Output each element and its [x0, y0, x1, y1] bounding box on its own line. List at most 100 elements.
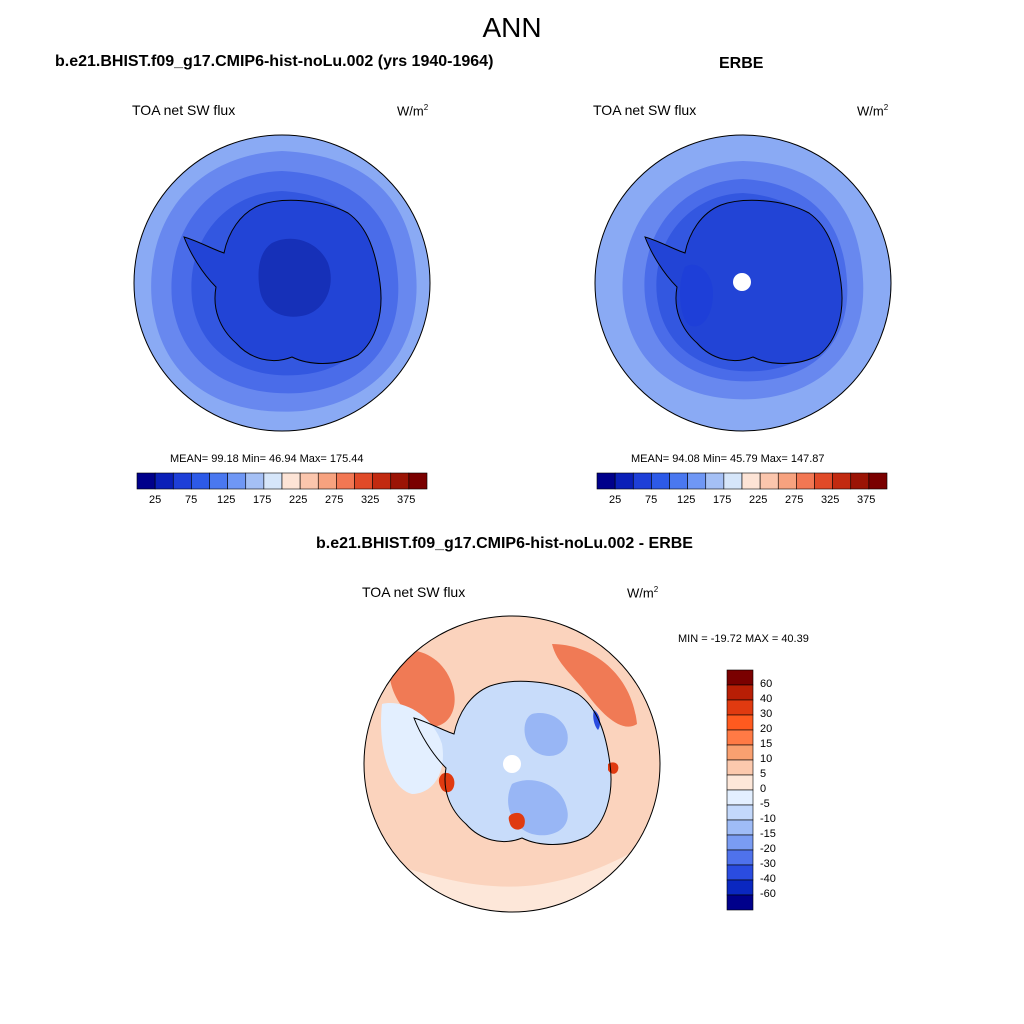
panel2-colorbar-swatch: [796, 472, 815, 490]
panel2-tick: 375: [857, 494, 876, 506]
panel3-colorbar-swatch: [726, 729, 754, 746]
panel2-colorbar-swatch: [814, 472, 833, 490]
panel2-colorbar-swatch: [850, 472, 870, 490]
panel1-tick: 325: [361, 494, 380, 506]
panel2-colorbar-swatch: [832, 472, 852, 490]
panel3-colorbar-swatch: [726, 699, 754, 716]
panel3-colorbar-swatch: [726, 879, 754, 896]
panel1-colorbar-swatch: [336, 472, 355, 490]
panel3-map: [363, 615, 661, 913]
panel3-map-border: [363, 615, 661, 913]
panel1-colorbar-swatch: [209, 472, 228, 490]
panel3-colorbar-swatch: [726, 774, 754, 791]
panel3-cb-label: 40: [760, 693, 773, 705]
panel3-case-title: b.e21.BHIST.f09_g17.CMIP6-hist-noLu.002 …: [316, 535, 693, 552]
panel3-cb-label: -20: [760, 843, 776, 855]
panel3-cb-label: 20: [760, 723, 773, 735]
panel3-cb-label: 15: [760, 738, 773, 750]
panel3-cb-label: -40: [760, 873, 776, 885]
panel1-colorbar-swatch: [317, 472, 337, 490]
panel1-colorbar-swatch: [281, 472, 301, 490]
panel3-colorbar-swatch: [726, 714, 754, 731]
panel3-variable-label: TOA net SW flux: [362, 584, 466, 600]
panel2-colorbar-swatch: [614, 472, 634, 490]
panel3-neg-patch2: [524, 713, 568, 756]
panel1-core-fill: [258, 238, 331, 317]
panel2-tick: 75: [645, 494, 658, 506]
panel3-colorbar-swatch: [726, 744, 754, 761]
panel1-colorbar-swatch: [299, 472, 319, 490]
panel1-colorbar-swatch: [372, 472, 392, 490]
panel2-tick: 275: [785, 494, 804, 506]
panel3-cb-label: -30: [760, 858, 776, 870]
panel1-tick: 125: [217, 494, 236, 506]
panel3-cb-label: 60: [760, 678, 773, 690]
panel3-colorbar: [726, 669, 754, 911]
panel1-map: [133, 134, 431, 432]
panel3-cb-label: -60: [760, 888, 776, 900]
panel1-tick: 25: [149, 494, 162, 506]
panel3-neg-strong-edge: [593, 710, 601, 730]
panel3-cb-label: -10: [760, 813, 776, 825]
panel2-tick: 175: [713, 494, 732, 506]
panel1-tick: 375: [397, 494, 416, 506]
panel1-colorbar-swatch: [154, 472, 174, 490]
panel3-cb-label: 30: [760, 708, 773, 720]
panel2-units: W/m2: [857, 103, 889, 119]
panel3-pole-missing: [503, 755, 521, 773]
panel3-pos-ne: [552, 644, 637, 727]
panel2-colorbar-swatch: [723, 472, 743, 490]
panel1-coastline: [183, 199, 382, 364]
panel1-colorbar-swatch: [263, 472, 283, 490]
panel3-colorbar-swatch: [726, 894, 754, 911]
panel3-colorbar-swatch: [726, 804, 754, 821]
panel1-colorbar-ticks: 25 75 125 175 225 275 325 375: [137, 494, 427, 508]
panel2-tick: 125: [677, 494, 696, 506]
panel3-colorbar-swatch: [726, 669, 754, 686]
panel2-colorbar-swatch: [868, 472, 888, 490]
panel2-case-title: ERBE: [719, 55, 764, 72]
panel1-colorbar-swatch: [390, 472, 410, 490]
panel3-colorbar-swatch: [726, 834, 754, 851]
panel2-colorbar-swatch: [777, 472, 797, 490]
panel1-colorbar-swatch: [136, 472, 156, 490]
panel1-colorbar-swatch: [191, 472, 210, 490]
panel2-tick: 325: [821, 494, 840, 506]
panel1-stats: MEAN= 99.18 Min= 46.94 Max= 175.44: [170, 453, 364, 465]
panel1-tick: 75: [185, 494, 198, 506]
panel1-tick: 225: [289, 494, 308, 506]
panel1-case-title: b.e21.BHIST.f09_g17.CMIP6-hist-noLu.002 …: [55, 53, 494, 70]
panel1-colorbar-swatch: [245, 472, 265, 490]
panel3-neg-westlobe: [381, 703, 443, 794]
panel3-pos-hotspot2: [508, 812, 525, 830]
panel1-units: W/m2: [397, 103, 429, 119]
panel2-colorbar: [596, 472, 888, 490]
panel3-colorbar-swatch: [726, 864, 754, 881]
panel3-cb-label: -5: [760, 798, 770, 810]
panel1-tick: 175: [253, 494, 272, 506]
panel1-tick: 275: [325, 494, 344, 506]
panel1-variable-label: TOA net SW flux: [132, 102, 236, 118]
panel3-cb-label: 10: [760, 753, 773, 765]
panel1-map-border: [133, 134, 431, 432]
panel2-colorbar-swatch: [759, 472, 779, 490]
figure-title: ANN: [482, 12, 542, 43]
panel3-colorbar-labels: 60 40 30 20 15 10 5 0 -5 -10 -15 -20 -30…: [760, 678, 800, 908]
panel2-map-border: [594, 134, 892, 432]
panel2-colorbar-ticks: 25 75 125 175 225 275 325 375: [597, 494, 887, 508]
panel1-colorbar: [136, 472, 428, 490]
panel3-colorbar-swatch: [726, 849, 754, 866]
panel3-colorbar-swatch: [726, 789, 754, 806]
panel2-tick: 25: [609, 494, 622, 506]
panel2-coastline: [644, 199, 843, 364]
panel2-colorbar-swatch: [632, 472, 652, 490]
panel2-map: [594, 134, 892, 432]
panel2-tick: 225: [749, 494, 768, 506]
panel2-colorbar-swatch: [669, 472, 688, 490]
panel3-cb-label: 0: [760, 783, 767, 795]
panel3-colorbar-swatch: [726, 819, 754, 836]
panel2-variable-label: TOA net SW flux: [593, 102, 697, 118]
panel3-colorbar-swatch: [726, 759, 754, 776]
panel2-colorbar-swatch: [741, 472, 761, 490]
panel3-cb-label: 5: [760, 768, 767, 780]
